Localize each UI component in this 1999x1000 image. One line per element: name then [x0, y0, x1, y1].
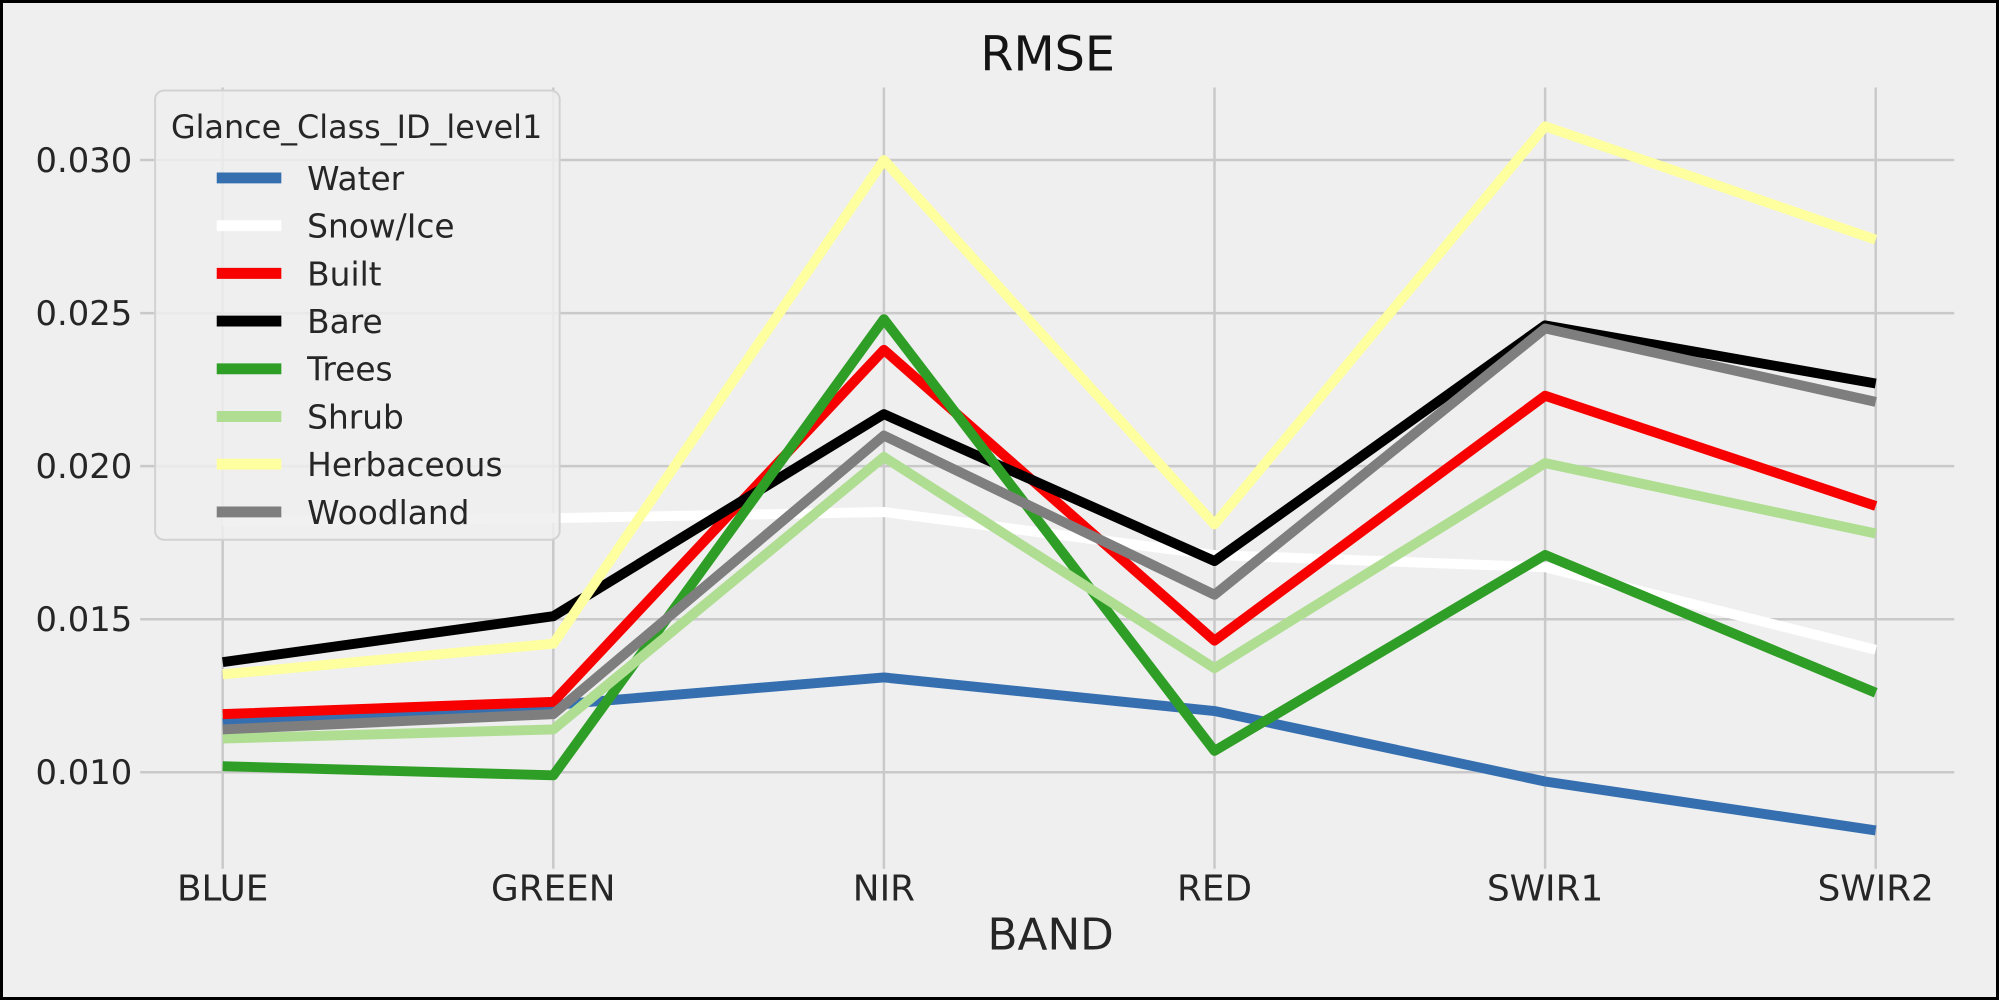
x-tick-label-red: RED: [1177, 869, 1252, 910]
series-line-herbaceous: [222, 121, 1878, 680]
x-tick-label-nir: NIR: [853, 869, 915, 910]
series-line-bare: [222, 320, 1877, 668]
legend-label-water: Water: [307, 160, 404, 198]
y-tick-label-0.010: 0.010: [36, 753, 133, 792]
legend-label-shrub: Shrub: [307, 398, 404, 436]
series-layer: [222, 121, 1878, 836]
y-tick-label-0.015: 0.015: [36, 600, 133, 639]
legend-title: Glance_Class_ID_level1: [171, 109, 542, 146]
series-line-built: [222, 344, 1878, 720]
legend-label-bare: Bare: [307, 303, 383, 341]
chart-title: RMSE: [980, 28, 1115, 83]
x-tick-label-swir2: SWIR2: [1818, 869, 1934, 910]
legend: Glance_Class_ID_level1 Water Snow/Ice Built…: [154, 89, 561, 541]
series-line-woodland: [222, 323, 1877, 735]
axis-layer: 0.030 0.025 0.020 0.015 0.010 BLUE GREEN NIR RED…: [36, 141, 1934, 910]
x-tick-label-blue: BLUE: [177, 869, 268, 910]
rmse-line-chart: 0.030 0.025 0.020 0.015 0.010 BLUE GREEN NIR RED…: [36, 28, 1955, 960]
y-tick-label-0.020: 0.020: [36, 447, 133, 486]
legend-label-built: Built: [307, 255, 382, 293]
x-tick-label-green: GREEN: [491, 869, 616, 910]
legend-label-woodland: Woodland: [307, 494, 469, 532]
legend-label-snow-ice: Snow/Ice: [307, 208, 454, 246]
legend-label-trees: Trees: [306, 351, 392, 389]
x-axis-label: BAND: [988, 909, 1114, 960]
y-tick-label-0.030: 0.030: [36, 141, 133, 180]
legend-box: [154, 89, 561, 541]
y-tick-label-0.025: 0.025: [36, 294, 133, 333]
series-line-shrub: [222, 451, 1877, 744]
x-tick-label-swir1: SWIR1: [1487, 869, 1603, 910]
legend-label-herbaceous: Herbaceous: [307, 446, 502, 484]
series-line-trees: [222, 314, 1878, 781]
